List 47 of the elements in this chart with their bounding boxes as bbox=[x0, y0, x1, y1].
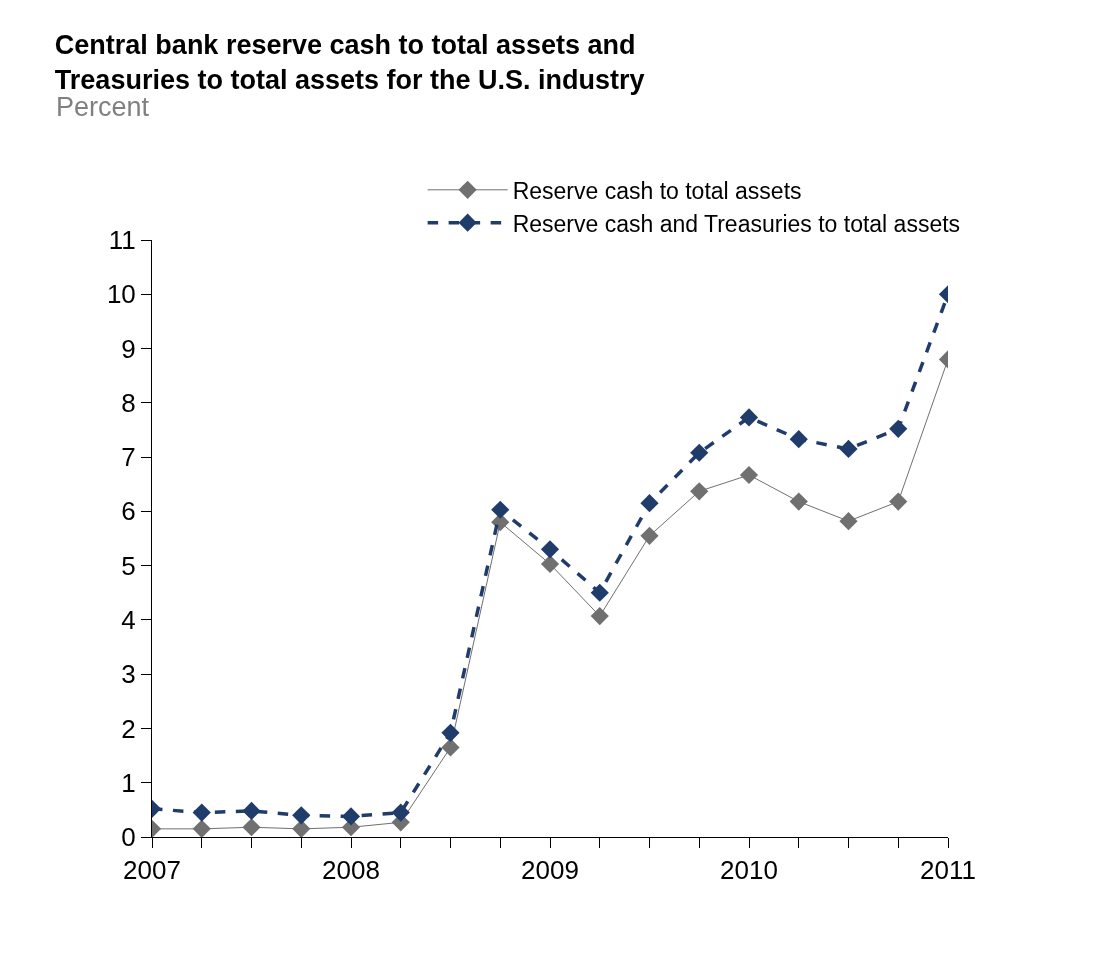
point bbox=[590, 583, 609, 602]
point bbox=[242, 801, 261, 821]
legend-label: Reserve cash and Treasuries to total assets bbox=[512, 210, 961, 237]
point bbox=[739, 465, 759, 485]
y-tick-label: 10 bbox=[106, 279, 136, 310]
legend-label: Reserve cash to total assets bbox=[512, 177, 802, 204]
point bbox=[540, 554, 560, 574]
point bbox=[441, 723, 460, 742]
x-tick-label: 2010 bbox=[720, 855, 778, 886]
y-tick-label: 7 bbox=[121, 442, 136, 473]
point bbox=[640, 526, 659, 545]
y-tick-label: 1 bbox=[121, 767, 136, 798]
point bbox=[739, 408, 759, 427]
y-tick-label: 6 bbox=[121, 496, 136, 527]
point bbox=[839, 512, 858, 531]
point bbox=[192, 803, 211, 822]
x-tick-label: 2009 bbox=[521, 855, 579, 886]
y-tick-label: 5 bbox=[121, 550, 136, 581]
y-tick-label: 3 bbox=[121, 659, 136, 690]
point bbox=[341, 807, 361, 826]
y-tick-label: 2 bbox=[121, 713, 136, 744]
point bbox=[789, 430, 808, 449]
point bbox=[391, 803, 410, 822]
point bbox=[192, 819, 211, 837]
y-tick-label: 9 bbox=[121, 333, 136, 364]
chart-title: Central bank reserve cash to total assets and Treasuries to total assets for the U.S. industry bbox=[54, 29, 645, 95]
x-tick-label: 2011 bbox=[920, 855, 976, 886]
point bbox=[690, 443, 709, 462]
x-tick-label: 2007 bbox=[123, 855, 181, 886]
point bbox=[540, 540, 560, 559]
point bbox=[292, 806, 311, 825]
point bbox=[839, 439, 858, 459]
point bbox=[889, 419, 908, 438]
point bbox=[789, 492, 808, 511]
point bbox=[640, 494, 659, 513]
x-tick-label: 2008 bbox=[322, 855, 380, 886]
point bbox=[690, 482, 709, 501]
point bbox=[441, 738, 460, 757]
point bbox=[889, 492, 908, 511]
y-tick-label: 11 bbox=[108, 225, 136, 256]
y-tick-label: 4 bbox=[121, 605, 136, 636]
point bbox=[242, 818, 261, 837]
y-tick-label: 0 bbox=[121, 822, 136, 853]
point bbox=[590, 607, 609, 626]
y-tick-label: 8 bbox=[121, 387, 136, 418]
chart-subtitle: Percent bbox=[56, 92, 150, 122]
point bbox=[491, 500, 510, 519]
